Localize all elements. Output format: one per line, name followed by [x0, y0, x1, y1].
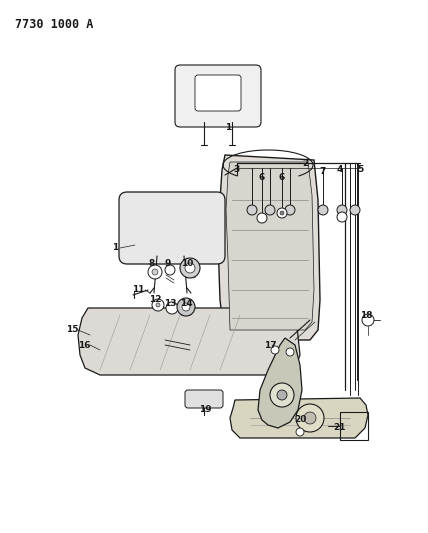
Circle shape [177, 298, 195, 316]
Text: 6: 6 [259, 174, 265, 182]
Circle shape [318, 205, 328, 215]
Circle shape [166, 302, 178, 314]
Circle shape [185, 263, 195, 273]
Circle shape [180, 258, 200, 278]
Text: 14: 14 [180, 298, 192, 308]
Circle shape [337, 205, 347, 215]
Text: 21: 21 [334, 424, 346, 432]
Polygon shape [230, 398, 368, 438]
Circle shape [280, 211, 284, 215]
Text: 19: 19 [199, 406, 211, 415]
Polygon shape [78, 308, 300, 375]
Circle shape [152, 269, 158, 275]
Circle shape [148, 265, 162, 279]
Polygon shape [226, 162, 314, 330]
Text: 15: 15 [66, 326, 78, 335]
Circle shape [247, 205, 257, 215]
Text: 1: 1 [225, 123, 231, 132]
Circle shape [265, 205, 275, 215]
Circle shape [271, 346, 279, 354]
Text: 6: 6 [279, 174, 285, 182]
Circle shape [277, 390, 287, 400]
FancyBboxPatch shape [185, 390, 223, 408]
Circle shape [362, 314, 374, 326]
Text: 12: 12 [149, 295, 161, 304]
Text: 8: 8 [149, 259, 155, 268]
Circle shape [350, 205, 360, 215]
Circle shape [337, 212, 347, 222]
Text: 18: 18 [360, 311, 372, 319]
Circle shape [296, 428, 304, 436]
Polygon shape [258, 338, 302, 428]
Text: 1: 1 [112, 244, 118, 253]
FancyBboxPatch shape [195, 75, 241, 111]
Circle shape [270, 383, 294, 407]
Circle shape [304, 412, 316, 424]
Polygon shape [218, 155, 320, 340]
Text: 10: 10 [181, 259, 193, 268]
Text: 20: 20 [294, 416, 306, 424]
Text: 17: 17 [264, 341, 276, 350]
Text: 5: 5 [357, 166, 363, 174]
Text: 11: 11 [132, 286, 144, 295]
Circle shape [285, 205, 295, 215]
FancyBboxPatch shape [175, 65, 261, 127]
Text: 13: 13 [164, 298, 176, 308]
Bar [340, 412, 368, 440]
Text: 3: 3 [234, 166, 240, 174]
Circle shape [165, 265, 175, 275]
Text: 9: 9 [165, 259, 171, 268]
Circle shape [182, 303, 190, 311]
Circle shape [156, 303, 160, 307]
Circle shape [277, 208, 287, 218]
FancyBboxPatch shape [119, 192, 225, 264]
Circle shape [296, 404, 324, 432]
Text: 4: 4 [337, 166, 343, 174]
Circle shape [152, 299, 164, 311]
Circle shape [286, 348, 294, 356]
Circle shape [257, 213, 267, 223]
Text: 7730 1000 A: 7730 1000 A [15, 18, 93, 31]
Text: 7: 7 [320, 167, 326, 176]
Text: 2: 2 [302, 158, 308, 167]
Text: 16: 16 [78, 341, 90, 350]
